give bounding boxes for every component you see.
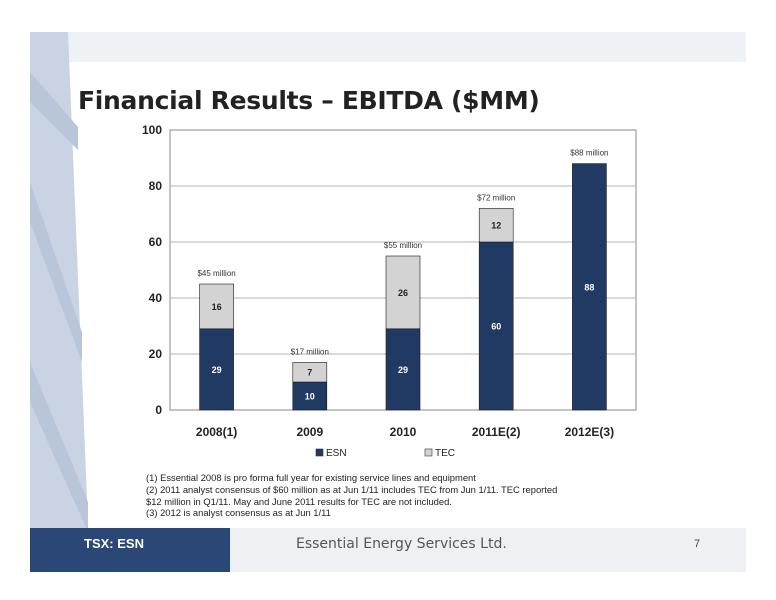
y-tick-label: 100 <box>142 123 162 137</box>
footnote-3: (3) 2012 is analyst consensus as at Jun … <box>146 507 331 519</box>
footnote-2-continued: $12 million in Q1/11. May and June 2011 … <box>146 495 452 507</box>
bar-tec <box>478 208 514 243</box>
bar-tec <box>385 255 421 330</box>
bar-value-label-esn: 10 <box>305 392 315 402</box>
footnote-1: (1) Essential 2008 is pro forma full yea… <box>146 472 476 483</box>
bar-value-label-tec: 26 <box>398 288 408 298</box>
bar-value-label-esn: 29 <box>398 365 408 375</box>
x-tick-label: 2010 <box>390 425 417 439</box>
x-tick-label: 2011E(2) <box>472 425 521 439</box>
page-number: 7 <box>694 538 701 550</box>
bar-value-label-esn: 60 <box>491 322 501 332</box>
bar-esn <box>478 241 514 411</box>
bar-total-label: $55 million <box>384 241 422 250</box>
slide-title: Financial Results – EBITDA ($MM) <box>78 86 540 115</box>
slide: Financial Results – EBITDA ($MM) 0 20 40 60… <box>30 32 746 572</box>
bar-value-label-tec: 12 <box>491 221 501 231</box>
bar-total-label: $72 million <box>477 193 515 202</box>
y-tick-label: 40 <box>149 291 163 305</box>
ebitda-chart: 0 20 40 60 80 100 29 16 $45 million 2008(1) 10 7 $17… <box>142 123 637 459</box>
y-tick-label: 80 <box>149 179 163 193</box>
y-tick-label: 0 <box>155 403 162 417</box>
slide-background-decoration <box>30 32 746 572</box>
bar-total-label: $17 million <box>291 347 329 356</box>
bar-total-label: $45 million <box>197 269 235 278</box>
bar-value-label-esn: 88 <box>584 282 594 292</box>
bar-esn <box>292 381 328 411</box>
x-tick-label: 2012E(3) <box>565 425 614 439</box>
footnote-2: (2) 2011 analyst consensus of $60 millio… <box>146 483 558 495</box>
bar-esn <box>572 163 607 411</box>
legend-label: ESN <box>326 448 347 459</box>
y-tick-label: 20 <box>149 347 163 361</box>
x-tick-label: 2008(1) <box>196 425 237 439</box>
bar-value-label-tec: 7 <box>307 368 312 378</box>
legend-swatch <box>424 448 433 457</box>
legend-label: TEC <box>435 448 455 459</box>
legend-swatch <box>315 448 324 457</box>
bar-tec <box>292 362 328 383</box>
x-tick-label: 2009 <box>296 425 323 439</box>
y-tick-label: 60 <box>149 235 163 249</box>
bar-tec <box>199 283 234 330</box>
footer-ticker: TSX: ESN <box>84 536 144 551</box>
bar-value-label-esn: 29 <box>212 365 222 375</box>
bar-total-label: $88 million <box>570 149 608 158</box>
footer-company: Essential Energy Services Ltd. <box>296 536 507 552</box>
footnotes: (1) Essential 2008 is pro forma full yea… <box>146 472 736 519</box>
bar-value-label-tec: 16 <box>212 302 222 312</box>
bar-esn <box>199 328 234 411</box>
bar-esn <box>385 328 421 411</box>
